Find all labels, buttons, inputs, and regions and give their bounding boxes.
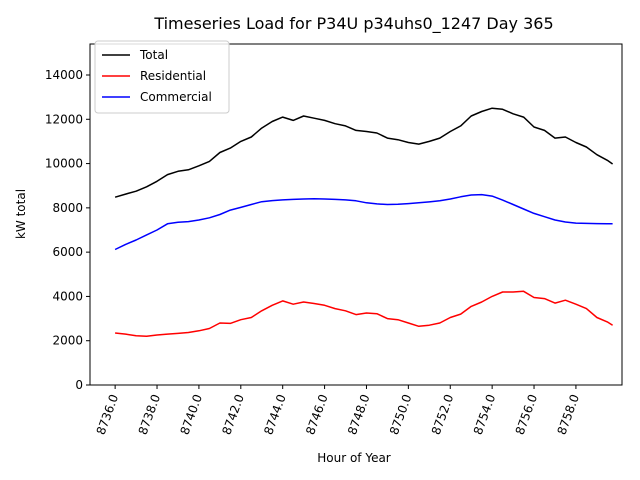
y-tick-label: 10000 <box>45 157 83 171</box>
legend-label-commercial: Commercial <box>140 90 212 104</box>
plot-frame <box>89 43 623 386</box>
legend-label-total: Total <box>139 48 168 62</box>
x-axis-label: Hour of Year <box>317 451 391 465</box>
series-layer <box>114 107 614 338</box>
y-tick-label: 4000 <box>52 289 83 303</box>
series-line-total <box>114 107 614 198</box>
y-tick-label: 0 <box>75 378 83 392</box>
y-tick-label: 2000 <box>52 334 83 348</box>
series-line-commercial <box>114 193 613 251</box>
y-tick-label: 6000 <box>52 245 83 259</box>
chart-title: Timeseries Load for P34U p34uhs0_1247 Da… <box>153 14 553 34</box>
legend: Total Residential Commercial <box>94 40 230 114</box>
y-tick-label: 12000 <box>45 112 83 126</box>
series-line-residential <box>115 290 613 338</box>
legend-label-residential: Residential <box>140 69 206 83</box>
y-axis-label: kW total <box>14 189 28 239</box>
legend-box <box>94 40 230 114</box>
y-tick-label: 14000 <box>45 68 83 82</box>
y-tick-label: 8000 <box>52 201 83 215</box>
